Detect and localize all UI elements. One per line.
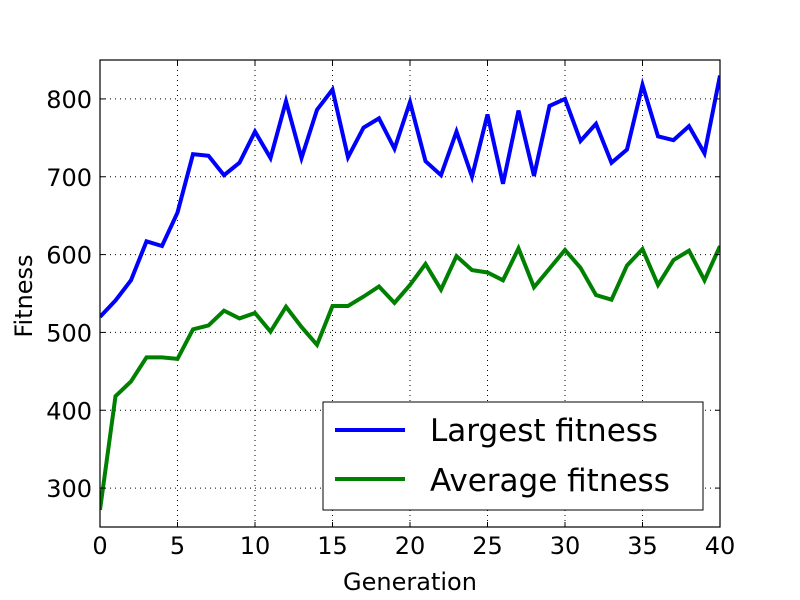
y-tick-label: 800 [46,86,92,114]
x-tick-label: 25 [472,532,503,560]
legend-label-largest-fitness: Largest fitness [430,413,658,449]
series-line-average-fitness [100,243,720,511]
legend: Largest fitness Average fitness [322,401,704,511]
y-tick-labels: 300 400 500 600 700 800 [46,86,92,503]
x-tick-label: 5 [170,532,185,560]
axis-ticks [99,60,721,527]
x-tick-label: 40 [705,532,736,560]
series-line-largest-fitness [100,75,720,319]
y-tick-label: 400 [46,397,92,425]
x-tick-label: 0 [92,532,107,560]
x-tick-label: 10 [240,532,271,560]
y-tick-label: 500 [46,319,92,347]
y-tick-label: 700 [46,164,92,192]
x-tick-labels: 0 5 10 15 20 25 30 35 40 [92,532,735,560]
y-tick-label: 300 [46,475,92,503]
legend-box [322,401,704,511]
y-tick-label: 600 [46,242,92,270]
y-axis-label: Fitness [10,254,38,337]
x-tick-label: 20 [395,532,426,560]
series-lines [100,75,720,511]
x-tick-label: 15 [317,532,348,560]
x-axis-label: Generation [343,568,477,596]
x-tick-label: 30 [550,532,581,560]
legend-label-average-fitness: Average fitness [430,463,670,499]
x-tick-label: 35 [627,532,658,560]
